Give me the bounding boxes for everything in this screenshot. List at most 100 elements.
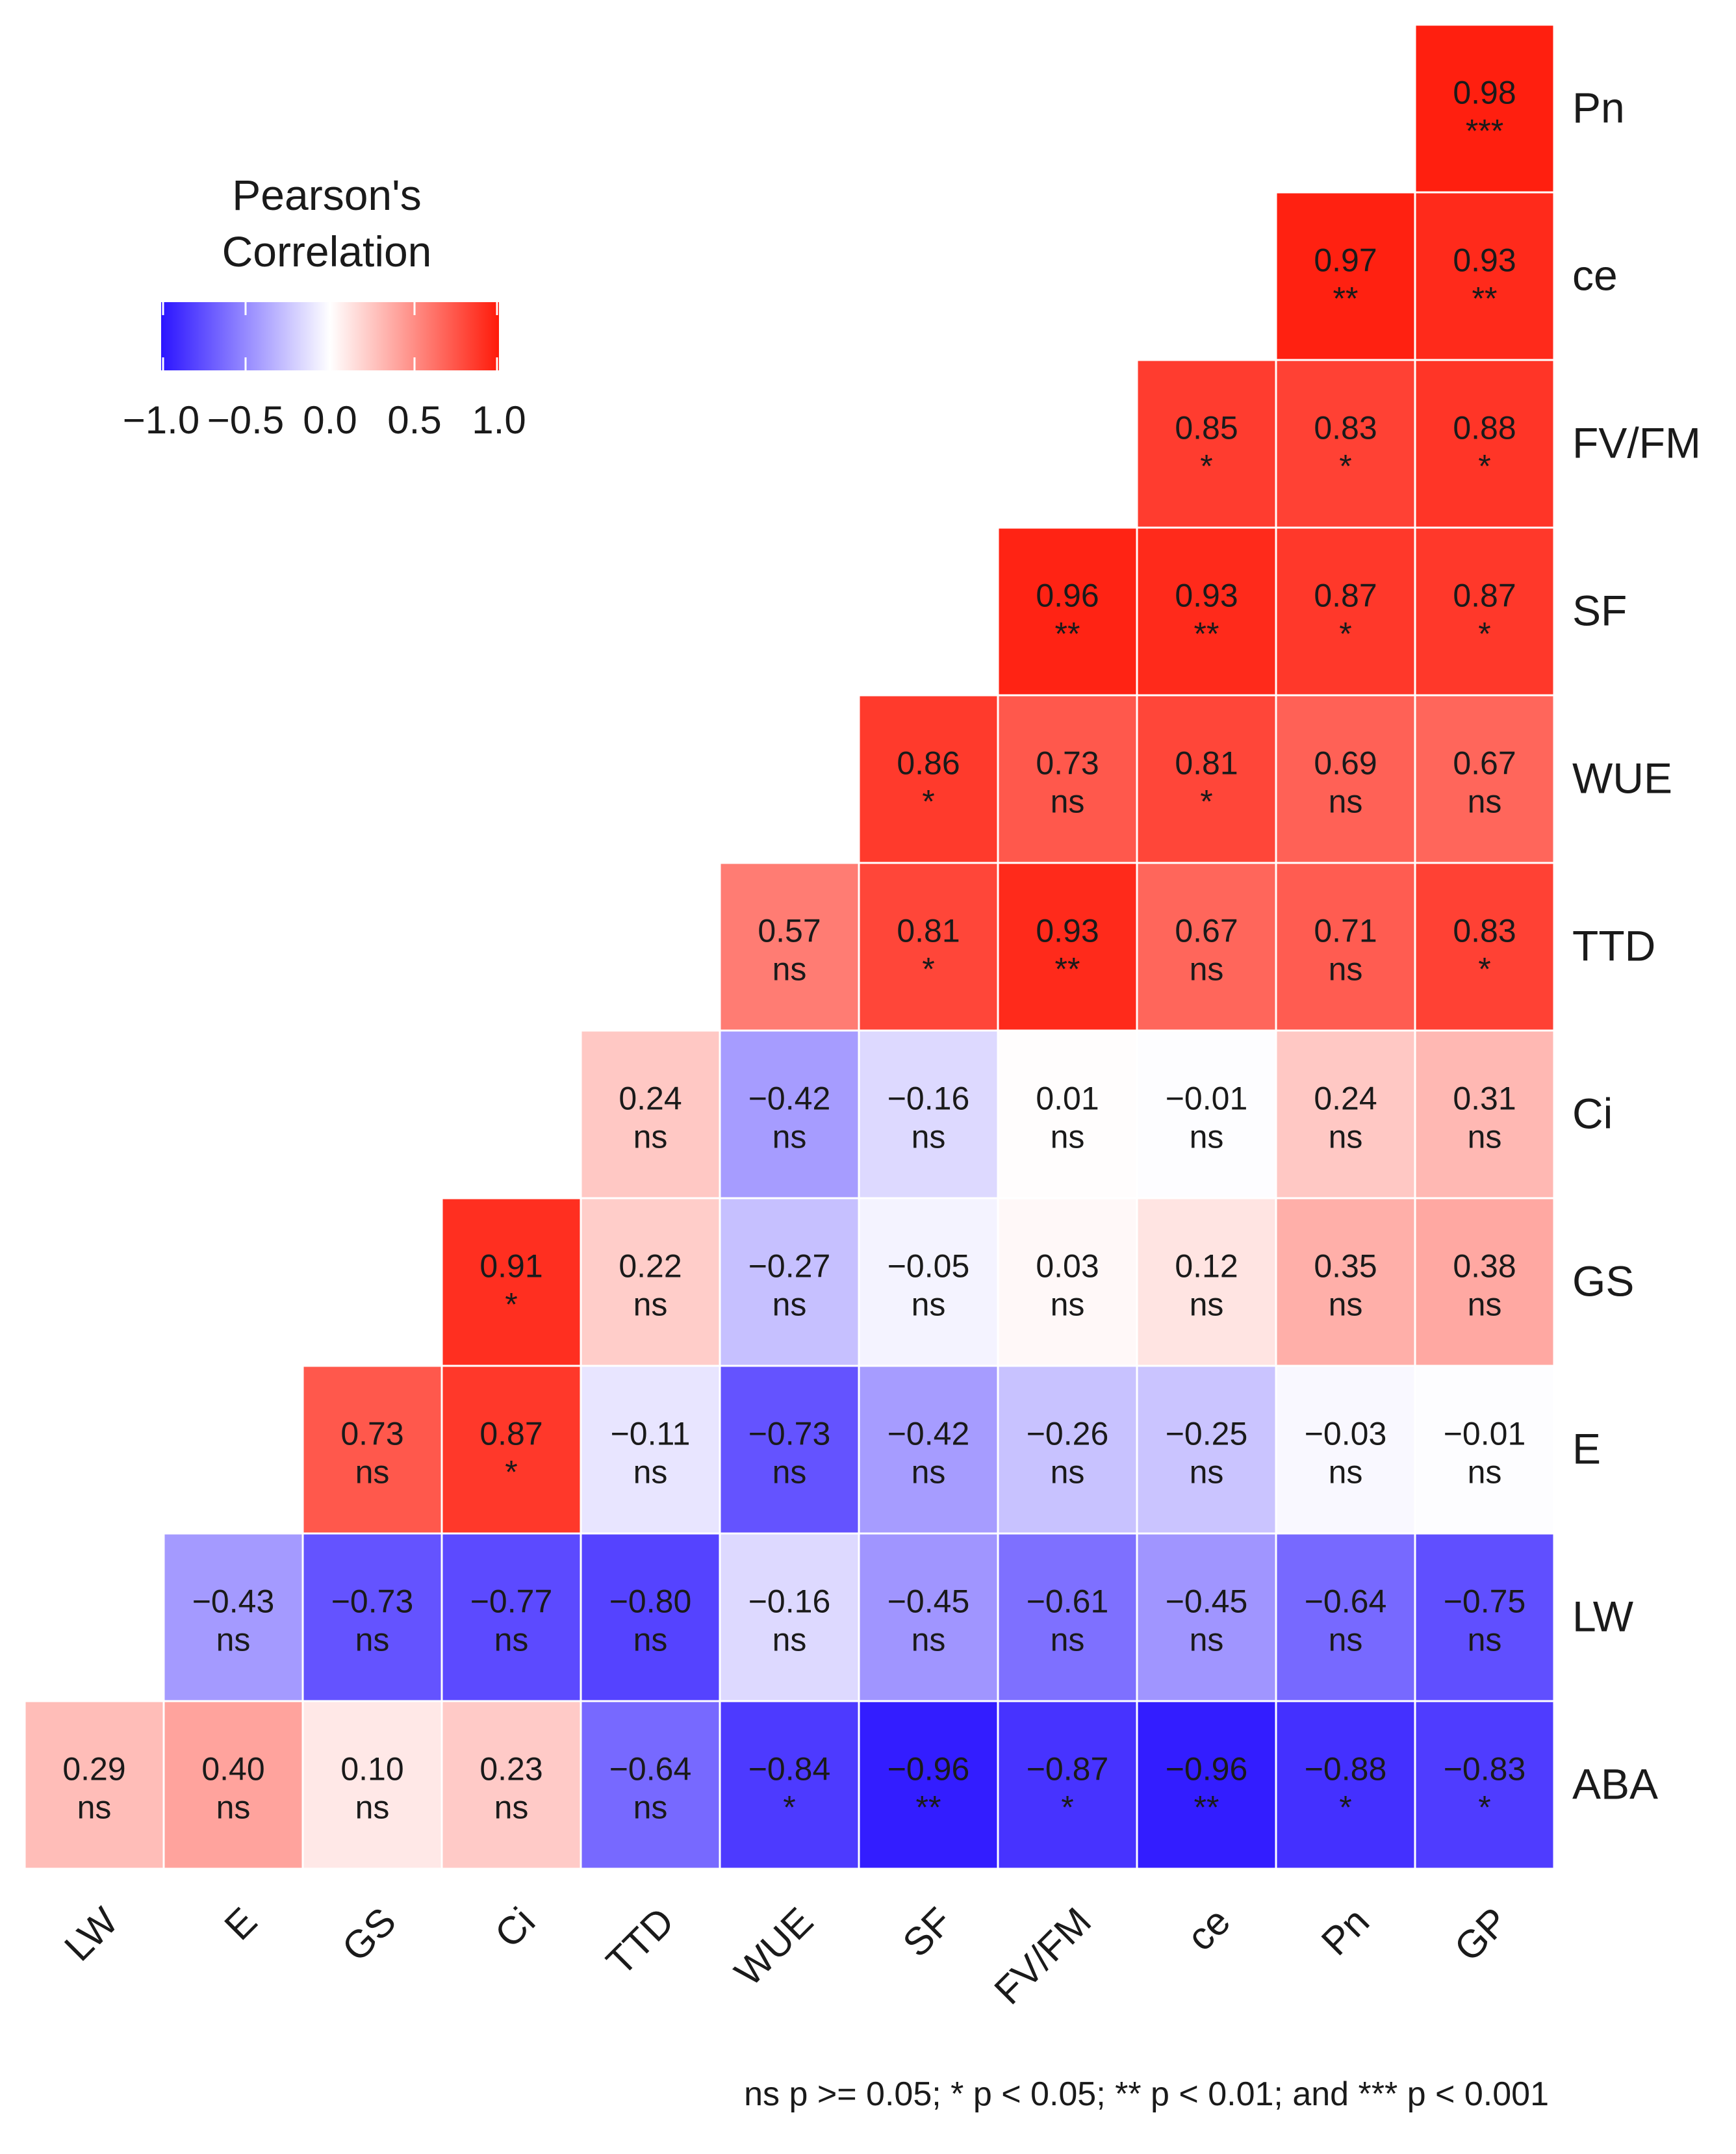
- cell-value-label: 0.73: [1036, 745, 1099, 781]
- cell-significance-label: ns: [1190, 1622, 1224, 1658]
- heatmap-cell: −0.96**: [1136, 1700, 1277, 1870]
- cell-significance-label: ns: [633, 1119, 668, 1155]
- cell-value-label: −0.16: [887, 1080, 970, 1116]
- cell-value-label: −0.27: [748, 1248, 831, 1284]
- heatmap-cell-fill: [1414, 694, 1555, 864]
- cell-significance-label: *: [1478, 951, 1490, 988]
- row-label: GS: [1572, 1257, 1634, 1305]
- heatmap-cell-fill: [1414, 1029, 1555, 1199]
- cell-value-label: 0.81: [897, 912, 960, 949]
- heatmap-cell: −0.87*: [997, 1700, 1138, 1870]
- cell-significance-label: ns: [1051, 1454, 1085, 1491]
- cell-value-label: −0.01: [1444, 1415, 1526, 1452]
- heatmap-cell-fill: [440, 1700, 582, 1870]
- cell-significance-label: *: [1339, 1789, 1351, 1826]
- heatmap-cell-fill: [1275, 862, 1416, 1032]
- cell-value-label: 0.24: [619, 1080, 682, 1116]
- cell-significance-label: ns: [355, 1454, 390, 1491]
- cell-significance-label: *: [1339, 448, 1351, 485]
- cell-significance-label: ns: [355, 1789, 390, 1826]
- column-label: GS: [334, 1899, 405, 1970]
- heatmap-cell: 0.81*: [858, 862, 999, 1032]
- heatmap-cell-fill: [301, 1365, 443, 1535]
- heatmap-cell-fill: [580, 1365, 721, 1535]
- heatmap-cell-fill: [162, 1532, 304, 1702]
- heatmap-cell-fill: [580, 1029, 721, 1199]
- cell-significance-label: *: [1200, 784, 1212, 820]
- heatmap-cell-fill: [1414, 191, 1555, 361]
- heatmap-cell-fill: [1136, 1532, 1277, 1702]
- heatmap-cell-fill: [440, 1532, 582, 1702]
- heatmap-cell: 0.87*: [1414, 526, 1555, 697]
- legend-tick-label: −0.5: [207, 398, 284, 442]
- heatmap-cell-fill: [1414, 1700, 1555, 1870]
- cell-significance-label: ns: [494, 1789, 529, 1826]
- heatmap-cell-fill: [1136, 1197, 1277, 1367]
- heatmap-cell: 0.85*: [1136, 359, 1277, 529]
- cell-value-label: 0.85: [1175, 409, 1238, 446]
- cell-significance-label: *: [1061, 1789, 1073, 1826]
- heatmap-cell: 0.83*: [1414, 862, 1555, 1032]
- cell-value-label: 0.87: [479, 1415, 542, 1452]
- cell-value-label: −0.96: [887, 1750, 970, 1787]
- legend-tick-label: 0.0: [303, 398, 357, 442]
- cell-significance-label: **: [1055, 951, 1080, 988]
- heatmap-cell-fill: [719, 862, 860, 1032]
- cell-value-label: −0.03: [1305, 1415, 1387, 1452]
- cell-significance-label: ns: [772, 951, 807, 988]
- heatmap-cell-fill: [1136, 862, 1277, 1032]
- cell-significance-label: ns: [1468, 1622, 1502, 1658]
- heatmap-cell-fill: [1136, 694, 1277, 864]
- cell-significance-label: ns: [772, 1454, 807, 1491]
- cell-significance-label: ns: [1329, 1454, 1363, 1491]
- cell-significance-label: ns: [1190, 1454, 1224, 1491]
- cell-significance-label: **: [1194, 1789, 1219, 1826]
- heatmap-cell-fill: [997, 1532, 1138, 1702]
- cell-significance-label: *: [1478, 616, 1490, 652]
- heatmap-cell: 0.93**: [1136, 526, 1277, 697]
- cell-significance-label: ns: [1329, 1119, 1363, 1155]
- heatmap-cell: −0.83*: [1414, 1700, 1555, 1870]
- cell-value-label: −0.73: [331, 1583, 414, 1619]
- cell-significance-label: **: [1055, 616, 1080, 652]
- heatmap-cell-fill: [1275, 526, 1416, 697]
- cell-significance-label: ns: [1051, 784, 1085, 820]
- cell-value-label: −0.43: [192, 1583, 275, 1619]
- cell-value-label: −0.26: [1027, 1415, 1109, 1452]
- heatmap-cell-fill: [1414, 1365, 1555, 1535]
- heatmap-cell: −0.84*: [719, 1700, 860, 1870]
- heatmap-cell: 0.83*: [1275, 359, 1416, 529]
- cell-significance-label: ns: [912, 1454, 946, 1491]
- heatmap-cell-fill: [858, 1029, 999, 1199]
- cell-value-label: 0.83: [1453, 912, 1516, 949]
- cell-value-label: 0.22: [619, 1248, 682, 1284]
- heatmap-cell: 0.87*: [1275, 526, 1416, 697]
- column-label: FV/FM: [986, 1899, 1100, 2013]
- legend: Pearson's Correlation −1.0 −0.5 0.0 0.5 1.0: [123, 171, 526, 442]
- cell-significance-label: ns: [633, 1789, 668, 1826]
- column-label: GP: [1446, 1899, 1517, 1970]
- cell-value-label: 0.93: [1175, 577, 1238, 613]
- cell-significance-label: ns: [355, 1622, 390, 1658]
- cell-significance-label: ns: [772, 1287, 807, 1323]
- row-label: FV/FM: [1572, 418, 1701, 467]
- heatmap-cell: −0.96**: [858, 1700, 999, 1870]
- cell-value-label: 0.29: [62, 1750, 125, 1787]
- cell-value-label: 0.10: [340, 1750, 403, 1787]
- cell-significance-label: ns: [772, 1119, 807, 1155]
- heatmap-cell: 0.86*: [858, 694, 999, 864]
